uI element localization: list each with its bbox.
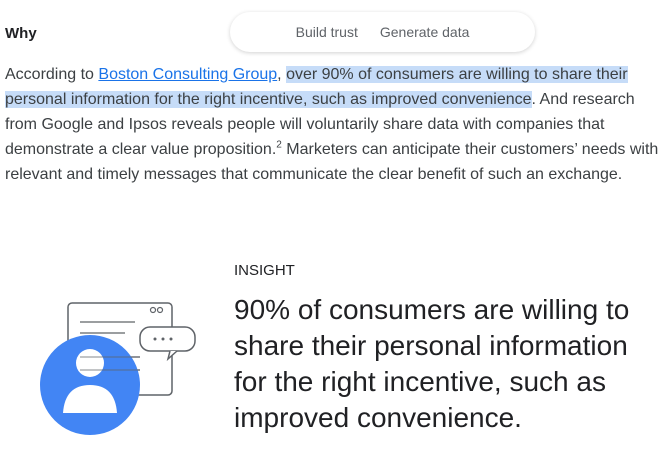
- section-title: Why: [5, 25, 37, 42]
- link[interactable]: Boston Consulting Group: [98, 66, 278, 83]
- insight-label: INSIGHT: [234, 262, 295, 279]
- insight-text: 90% of consumers are willing to share th…: [234, 294, 630, 433]
- text: . And research from Google and Ipsos rev…: [5, 91, 635, 158]
- text: Marketers can anticipate their customers…: [5, 141, 659, 183]
- text: ,: [277, 66, 287, 83]
- dot: [153, 337, 157, 341]
- illustration: [40, 302, 196, 435]
- tab[interactable]: Build trust: [295, 24, 358, 40]
- dot: [161, 337, 165, 341]
- tab-bar: Build trust Generate data: [230, 12, 535, 52]
- dot: [156, 306, 164, 314]
- text: According to: [5, 66, 99, 83]
- paragraph: According to Boston Consulting Group, ov…: [5, 62, 661, 187]
- dot: [149, 306, 157, 314]
- dot: [169, 337, 173, 341]
- tab[interactable]: Generate data: [379, 24, 470, 40]
- speech-bubble: [139, 326, 196, 352]
- bubble-tail: [166, 350, 178, 362]
- avatar-body: [63, 385, 117, 413]
- footnote[interactable]: 2: [276, 139, 282, 151]
- avatar-head: [76, 349, 104, 377]
